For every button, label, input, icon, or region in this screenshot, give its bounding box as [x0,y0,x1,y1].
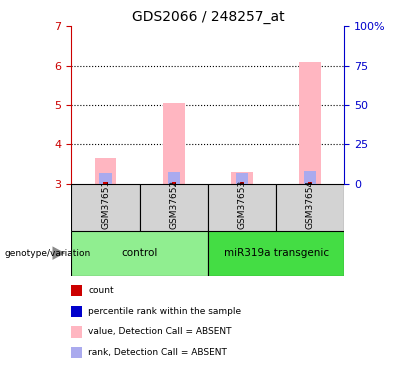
Bar [304,171,316,184]
Text: percentile rank within the sample: percentile rank within the sample [88,307,242,316]
Text: GSM37652: GSM37652 [169,180,178,230]
Bar [208,231,344,276]
Text: rank, Detection Call = ABSENT: rank, Detection Call = ABSENT [88,348,227,357]
Bar [71,184,139,231]
Bar [100,172,112,184]
Bar [172,182,176,184]
Bar [168,172,180,184]
Bar [308,182,312,184]
Text: GSM37651: GSM37651 [101,180,110,230]
Text: count: count [88,286,114,295]
Text: value, Detection Call = ABSENT: value, Detection Call = ABSENT [88,327,232,336]
Text: control: control [121,248,158,258]
Bar [103,182,108,184]
Bar [240,182,244,184]
Text: genotype/variation: genotype/variation [4,249,90,258]
Bar [163,103,185,184]
Bar [236,173,248,184]
Bar [71,231,208,276]
Bar [94,158,116,184]
Bar [276,184,344,231]
Polygon shape [52,246,65,260]
Bar [139,184,208,231]
Bar [299,62,321,184]
Bar [231,172,253,184]
Text: GSM37654: GSM37654 [306,180,315,230]
Title: GDS2066 / 248257_at: GDS2066 / 248257_at [131,10,284,24]
Text: miR319a transgenic: miR319a transgenic [223,248,329,258]
Text: GSM37653: GSM37653 [238,180,247,230]
Bar [208,184,276,231]
